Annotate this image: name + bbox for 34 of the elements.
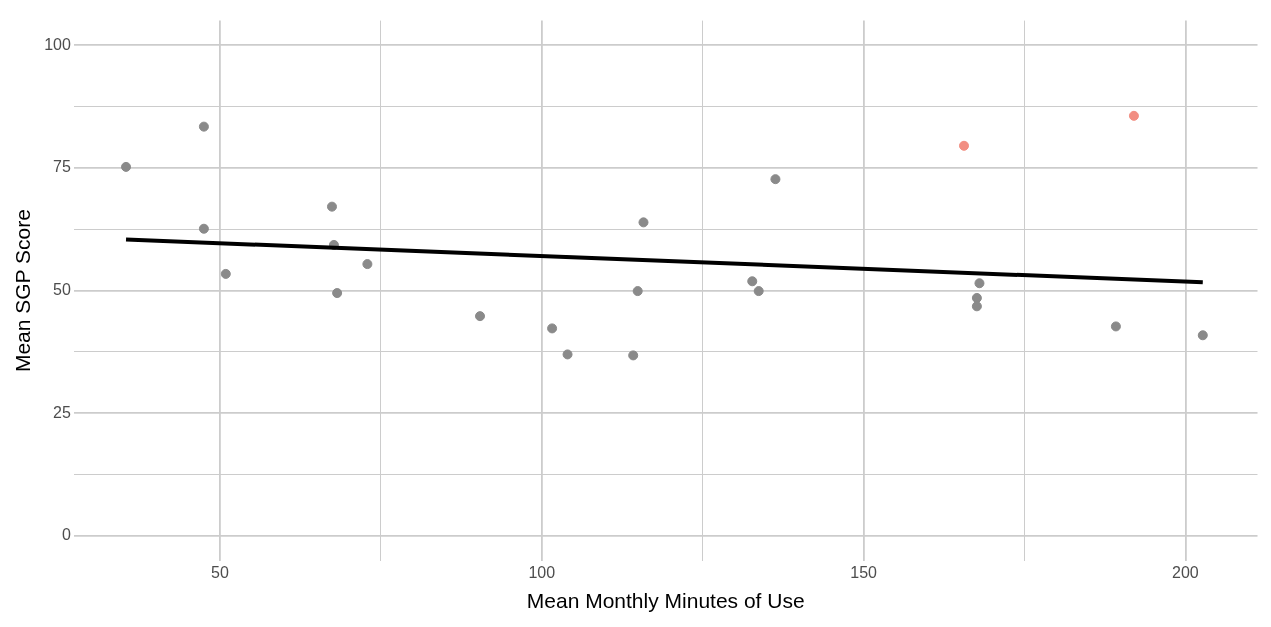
x-axis-title: Mean Monthly Minutes of Use (526, 589, 805, 613)
point (198, 223, 209, 234)
point (332, 288, 343, 299)
point (974, 278, 985, 289)
point (1128, 110, 1139, 121)
point (475, 311, 486, 322)
point (121, 161, 132, 172)
point (632, 286, 643, 297)
x-tick-label: 150 (850, 563, 878, 581)
y-tick-label: 0 (61, 526, 71, 544)
point (971, 301, 982, 312)
point (628, 350, 639, 361)
x-tick-label: 200 (1172, 563, 1199, 581)
y-tick-label: 100 (44, 35, 71, 53)
point (547, 323, 558, 334)
point (747, 276, 758, 287)
point (638, 217, 649, 228)
point (959, 140, 970, 151)
point (770, 174, 781, 185)
y-tick-label: 75 (53, 158, 71, 176)
y-axis-title: Mean SGP Score (11, 209, 35, 373)
point (1197, 330, 1208, 341)
point (1110, 321, 1121, 332)
y-tick-label: 25 (53, 403, 71, 421)
x-tick-label: 50 (211, 563, 229, 581)
point (562, 349, 573, 360)
point (198, 121, 209, 132)
point (362, 259, 373, 270)
point (753, 286, 764, 297)
point (326, 201, 337, 212)
point (220, 268, 231, 279)
y-tick-label: 50 (53, 281, 71, 299)
x-tick-label: 100 (528, 563, 556, 581)
point (971, 292, 982, 303)
